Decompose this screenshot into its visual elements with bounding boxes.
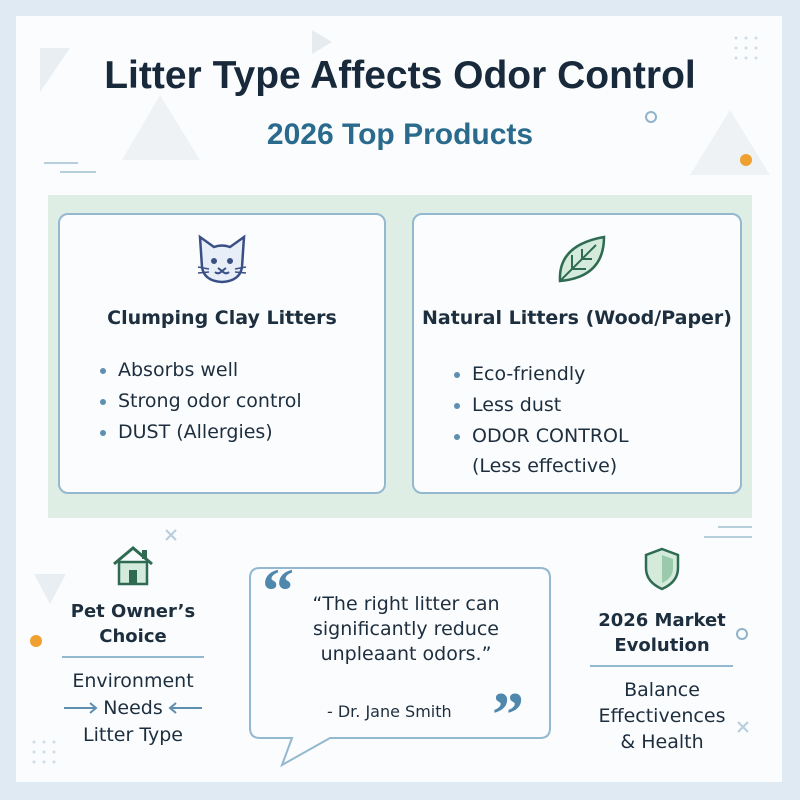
card-item: ODOR CONTROL (Less effective) — [454, 421, 662, 481]
arrows — [64, 702, 202, 714]
card-item: Eco-friendly — [454, 359, 662, 390]
card-list: Eco-friendly Less dust ODOR CONTROL (Les… — [450, 359, 662, 481]
subtitle: 2026 Top Products — [266, 118, 534, 151]
right-line: & Health — [620, 731, 704, 753]
divider — [590, 665, 733, 667]
quote-author: - Dr. Jane Smith — [327, 702, 452, 721]
house-icon — [113, 546, 153, 586]
card-title: Clumping Clay Litters — [107, 307, 337, 329]
leaf-icon — [558, 235, 606, 283]
shield-icon — [644, 547, 680, 591]
quote-bubble: “ ” — [249, 560, 551, 768]
left-line: Litter Type — [83, 724, 183, 746]
left-title: Pet Owner’s Choice — [70, 601, 196, 647]
card-list: Absorbs well Strong odor control DUST (A… — [96, 355, 302, 448]
card-item: DUST (Allergies) — [100, 417, 302, 448]
card-item: Strong odor control — [100, 386, 302, 417]
divider — [62, 656, 204, 658]
title: Litter Type Affects Odor Control — [104, 54, 696, 97]
cat-icon — [197, 234, 247, 284]
right-line: Balance — [624, 679, 700, 701]
left-line: Needs — [103, 697, 163, 719]
quote-text: “The right litter can significantly redu… — [312, 593, 500, 665]
card-title: Natural Litters (Wood/Paper) — [421, 307, 732, 329]
card-item: Absorbs well — [100, 355, 302, 386]
right-line: Effectivences — [598, 705, 726, 727]
card: Clumping Clay Litters Absorbs well Stron… — [58, 213, 386, 494]
svg-text:”: ” — [492, 679, 524, 750]
right-title: 2026 Market Evolution — [598, 610, 726, 656]
card-item: Less dust — [454, 390, 662, 421]
card: Natural Litters (Wood/Paper) Eco-friendl… — [412, 213, 742, 494]
svg-text:“: “ — [262, 560, 294, 626]
left-line: Environment — [72, 670, 194, 692]
